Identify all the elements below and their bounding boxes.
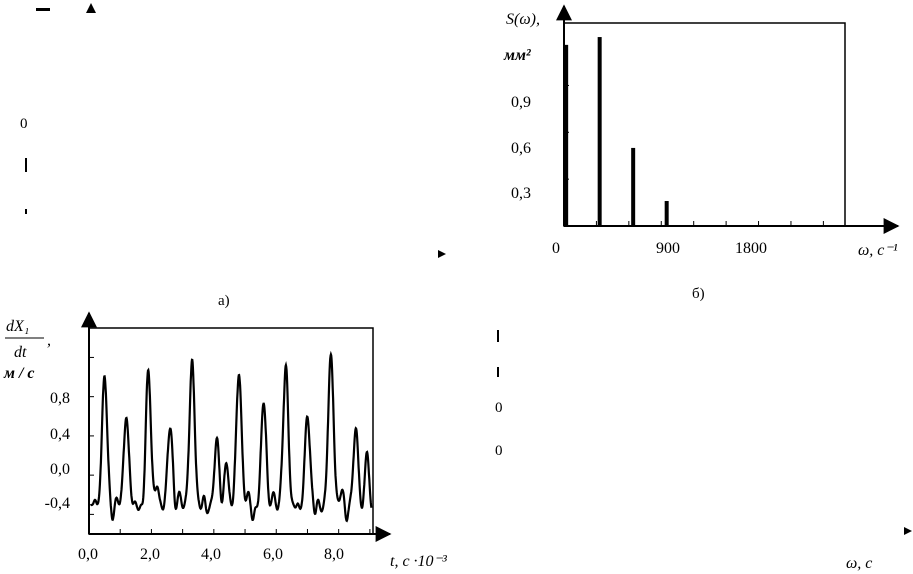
spectrum-y-unit: мм² <box>503 47 532 64</box>
velocity-ytick-label: 0,8 <box>50 390 70 407</box>
spectrum-x-label: ω, с⁻¹ <box>858 242 898 259</box>
spectrum-ytick-label: 0,3 <box>511 185 531 202</box>
spectrum-chart: S(ω), мм² 0,9 0,6 0,3 0 900 1800 ω, с⁻¹ … <box>503 4 900 302</box>
spectrum-bar <box>664 201 669 226</box>
bottom-right-fragment: 0 0 ω, с <box>495 330 912 572</box>
velocity-x-label: t, с ·10⁻³ <box>390 553 447 570</box>
bottom-right-tick-a: 0 <box>495 400 503 416</box>
spectrum-caption: б) <box>692 286 705 302</box>
top-left-mark <box>36 8 50 11</box>
top-left-fragment: 0 а) <box>20 3 446 309</box>
top-left-arrowhead <box>86 3 96 13</box>
top-left-zero: 0 <box>20 116 28 132</box>
top-left-x-arrowhead <box>438 250 446 258</box>
velocity-xtick-label: 6,0 <box>263 546 283 563</box>
bottom-right-x-label: ω, с <box>846 555 872 572</box>
spectrum-plot-frame <box>563 22 846 227</box>
bottom-right-tick-b: 0 <box>495 443 503 459</box>
spectrum-y-label: S(ω), <box>506 11 540 28</box>
spectrum-xtick-label: 0 <box>552 240 560 257</box>
velocity-y-label-numerator: dX₁ <box>6 318 29 335</box>
velocity-xtick-label: 0,0 <box>78 546 98 563</box>
velocity-ytick-label: 0,4 <box>50 426 70 443</box>
velocity-y-unit: м / с <box>3 365 35 382</box>
bottom-right-mark-2 <box>497 367 499 377</box>
velocity-y-label-comma: , <box>47 332 51 349</box>
spectrum-bars <box>564 37 669 226</box>
spectrum-xtick-label: 900 <box>656 240 680 257</box>
velocity-xtick-label: 4,0 <box>201 546 221 563</box>
velocity-ytick-label: -0,4 <box>45 495 70 512</box>
spectrum-ticks <box>564 84 824 226</box>
top-left-tick-1 <box>25 158 27 172</box>
velocity-y-label-denominator: dt <box>14 344 27 361</box>
spectrum-ytick-label: 0,6 <box>511 140 531 157</box>
top-left-tick-2 <box>25 209 27 214</box>
spectrum-bar <box>564 44 569 226</box>
spectrum-ytick-label: 0,9 <box>511 94 531 111</box>
spectrum-bar <box>597 37 602 226</box>
top-left-caption: а) <box>218 293 230 309</box>
velocity-ticks <box>89 356 371 534</box>
bottom-right-mark-1 <box>497 330 499 342</box>
bottom-right-x-arrowhead <box>904 527 912 535</box>
spectrum-xtick-label: 1800 <box>735 240 767 257</box>
velocity-chart: dX₁ , dt м / с 0,8 0,4 0,0 -0,4 0,0 2,0 … <box>3 311 447 570</box>
velocity-xtick-label: 8,0 <box>324 546 344 563</box>
velocity-series-line <box>89 350 373 523</box>
velocity-xtick-label: 2,0 <box>140 546 160 563</box>
spectrum-bar <box>631 147 636 226</box>
velocity-ytick-label: 0,0 <box>50 461 70 478</box>
